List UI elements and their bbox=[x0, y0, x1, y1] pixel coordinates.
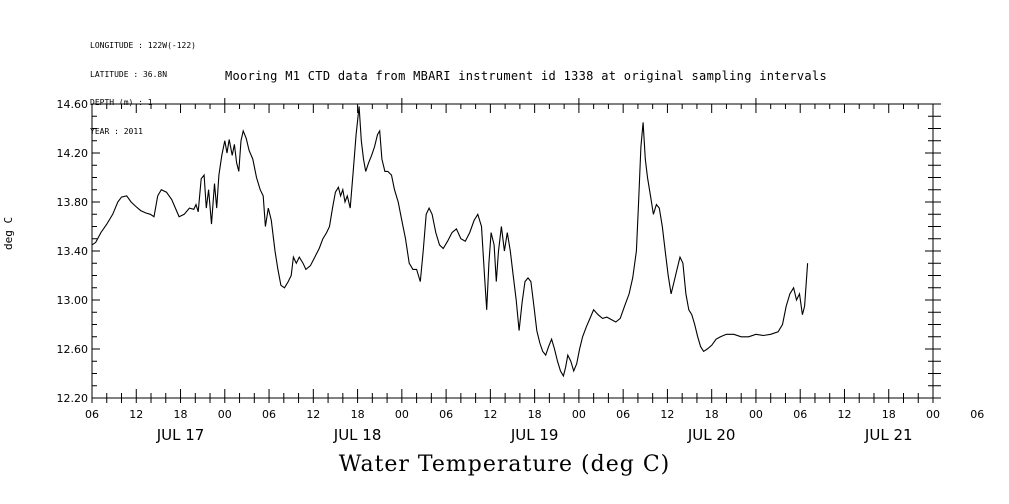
x-tick-label: 06 bbox=[262, 408, 276, 421]
meta-year: YEAR : 2011 bbox=[90, 126, 143, 136]
x-tick-label: 12 bbox=[306, 408, 320, 421]
x-tick-label: 18 bbox=[528, 408, 542, 421]
x-tick-label: 12 bbox=[483, 408, 497, 421]
x-tick-label: 06 bbox=[85, 408, 99, 421]
x-day-label: JUL 18 bbox=[333, 426, 382, 444]
x-tick-label: 06 bbox=[970, 408, 984, 421]
x-tick-label: 18 bbox=[882, 408, 896, 421]
x-day-label: JUL 20 bbox=[687, 426, 736, 444]
x-tick-label: 18 bbox=[351, 408, 365, 421]
meta-depth: DEPTH (m) : 1 bbox=[90, 98, 153, 107]
plot-frame bbox=[91, 103, 934, 399]
x-tick-label: 00 bbox=[395, 408, 409, 421]
x-tick-label: 00 bbox=[572, 408, 586, 421]
temperature-series-line bbox=[91, 106, 809, 378]
x-tick-label: 12 bbox=[837, 408, 851, 421]
x-tick-label: 06 bbox=[439, 408, 453, 421]
x-tick-label: 00 bbox=[749, 408, 763, 421]
chart-title: Mooring M1 CTD data from MBARI instrumen… bbox=[225, 69, 827, 83]
y-tick-label: 14.60 bbox=[57, 98, 89, 111]
x-tick-label: 00 bbox=[218, 408, 232, 421]
metadata-block: LONGITUDE : 122W(-122) LATITUDE : 36.8N … bbox=[90, 22, 196, 146]
y-tick-label: 12.20 bbox=[57, 392, 89, 405]
y-tick-label: 14.20 bbox=[57, 147, 89, 160]
x-tick-label: 18 bbox=[705, 408, 719, 421]
x-tick-label: 06 bbox=[793, 408, 807, 421]
x-day-label: JUL 21 bbox=[864, 426, 913, 444]
x-day-label: JUL 19 bbox=[510, 426, 559, 444]
x-day-label: JUL 17 bbox=[156, 426, 205, 444]
x-axis-title: Water Temperature (deg C) bbox=[338, 452, 671, 477]
y-tick-label: 13.00 bbox=[57, 294, 89, 307]
x-tick-label: 06 bbox=[616, 408, 630, 421]
x-tick-label: 12 bbox=[660, 408, 674, 421]
x-tick-label: 00 bbox=[926, 408, 940, 421]
x-tick-label: 12 bbox=[129, 408, 143, 421]
y-tick-label: 13.80 bbox=[57, 196, 89, 209]
x-tick-label: 18 bbox=[174, 408, 188, 421]
meta-longitude: LONGITUDE : 122W(-122) bbox=[90, 41, 196, 50]
meta-latitude: LATITUDE : 36.8N bbox=[90, 69, 168, 79]
y-tick-label: 13.40 bbox=[57, 245, 89, 258]
y-tick-label: 12.60 bbox=[57, 343, 89, 356]
